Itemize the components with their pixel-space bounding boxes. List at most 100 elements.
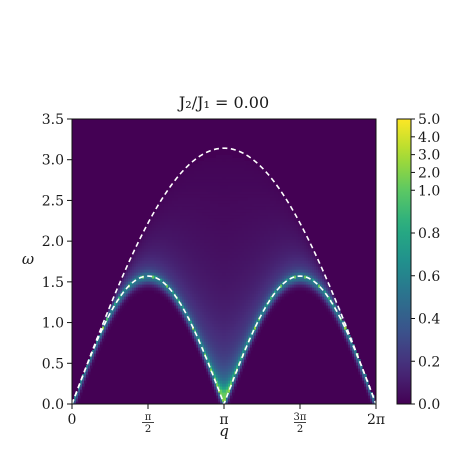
heatmap-cell	[234, 191, 237, 195]
heatmap-cell	[258, 305, 261, 309]
heatmap-cell	[290, 224, 293, 228]
heatmap-cell	[158, 227, 161, 231]
heatmap-cell	[258, 254, 261, 258]
heatmap-cell	[178, 197, 181, 201]
heatmap-cell	[292, 266, 295, 270]
y-tick-label: 2.0	[42, 234, 64, 250]
heatmap-cell	[150, 263, 153, 267]
heatmap-cell	[298, 233, 301, 237]
heatmap-cell	[252, 164, 255, 168]
heatmap-cell	[164, 272, 167, 276]
heatmap-cell	[184, 308, 187, 312]
heatmap-cell	[206, 314, 209, 318]
heatmap-cell	[178, 251, 181, 255]
heatmap-cell	[252, 233, 255, 237]
heatmap-cell	[228, 224, 231, 228]
heatmap-cell	[368, 398, 371, 402]
heatmap-cell	[224, 344, 227, 348]
heatmap-cell	[266, 221, 269, 225]
heatmap-cell	[198, 200, 201, 204]
heatmap-cell	[238, 170, 241, 174]
heatmap-cell	[298, 257, 301, 261]
heatmap-cell	[200, 254, 203, 258]
heatmap-cell	[270, 281, 273, 285]
heatmap-cell	[226, 260, 229, 264]
heatmap-cell	[258, 266, 261, 270]
heatmap-cell	[90, 356, 93, 360]
heatmap-cell	[210, 365, 213, 369]
heatmap-cell	[224, 383, 227, 387]
heatmap-cell	[230, 212, 233, 216]
heatmap-cell	[188, 326, 191, 330]
heatmap-cell	[260, 311, 263, 315]
heatmap-cell	[232, 392, 235, 396]
heatmap-cell	[100, 341, 103, 345]
heatmap-cell	[114, 314, 117, 318]
heatmap-cell	[312, 278, 315, 282]
heatmap-cell	[250, 236, 253, 240]
heatmap-cell	[234, 257, 237, 261]
heatmap-cell	[220, 320, 223, 324]
heatmap-cell	[224, 266, 227, 270]
heatmap-cell	[244, 254, 247, 258]
heatmap-cell	[212, 257, 215, 261]
heatmap-cell	[148, 272, 151, 276]
heatmap-cell	[132, 272, 135, 276]
heatmap-cell	[242, 296, 245, 300]
heatmap-cell	[204, 167, 207, 171]
heatmap-cell	[246, 236, 249, 240]
heatmap-cell	[310, 263, 313, 267]
heatmap-cell	[242, 212, 245, 216]
heatmap-cell	[196, 176, 199, 180]
heatmap-cell	[288, 257, 291, 261]
heatmap-cell	[260, 308, 263, 312]
heatmap-cell	[322, 275, 325, 279]
heatmap-cell	[252, 314, 255, 318]
heatmap-cell	[230, 359, 233, 363]
heatmap-cell	[222, 206, 225, 210]
heatmap-cell	[272, 236, 275, 240]
heatmap-cell	[290, 272, 293, 276]
heatmap-cell	[238, 293, 241, 297]
heatmap-cell	[258, 179, 261, 183]
heatmap-cell	[208, 377, 211, 381]
heatmap-cell	[190, 290, 193, 294]
heatmap-cell	[200, 245, 203, 249]
heatmap-cell	[158, 254, 161, 258]
heatmap-cell	[186, 293, 189, 297]
heatmap-cell	[216, 374, 219, 378]
heatmap-cell	[142, 287, 145, 291]
heatmap-cell	[246, 248, 249, 252]
heatmap-cell	[320, 281, 323, 285]
heatmap-cell	[192, 164, 195, 168]
heatmap-cell	[192, 293, 195, 297]
heatmap-cell	[210, 344, 213, 348]
heatmap-cell	[204, 182, 207, 186]
heatmap-cell	[184, 245, 187, 249]
heatmap-cell	[236, 302, 239, 306]
heatmap-cell	[208, 224, 211, 228]
heatmap-cell	[250, 335, 253, 339]
heatmap-cell	[252, 311, 255, 315]
heatmap-cell	[218, 398, 221, 402]
heatmap-cell	[222, 293, 225, 297]
heatmap-cell	[264, 245, 267, 249]
heatmap-cell	[222, 215, 225, 219]
heatmap-cell	[202, 185, 205, 189]
heatmap-cell	[250, 269, 253, 273]
colorbar-tick-label: 4.0	[418, 130, 440, 146]
heatmap-cell	[214, 191, 217, 195]
heatmap-cell	[216, 188, 219, 192]
heatmap-cell	[234, 167, 237, 171]
heatmap-cell	[302, 284, 305, 288]
heatmap-cell	[226, 209, 229, 213]
heatmap-cell	[184, 224, 187, 228]
heatmap-cell	[268, 209, 271, 213]
heatmap-cell	[234, 314, 237, 318]
heatmap-cell	[196, 296, 199, 300]
heatmap-cell	[230, 248, 233, 252]
heatmap-cell	[218, 347, 221, 351]
heatmap-cell	[206, 197, 209, 201]
heatmap-cell	[216, 335, 219, 339]
heatmap-cell	[344, 335, 347, 339]
